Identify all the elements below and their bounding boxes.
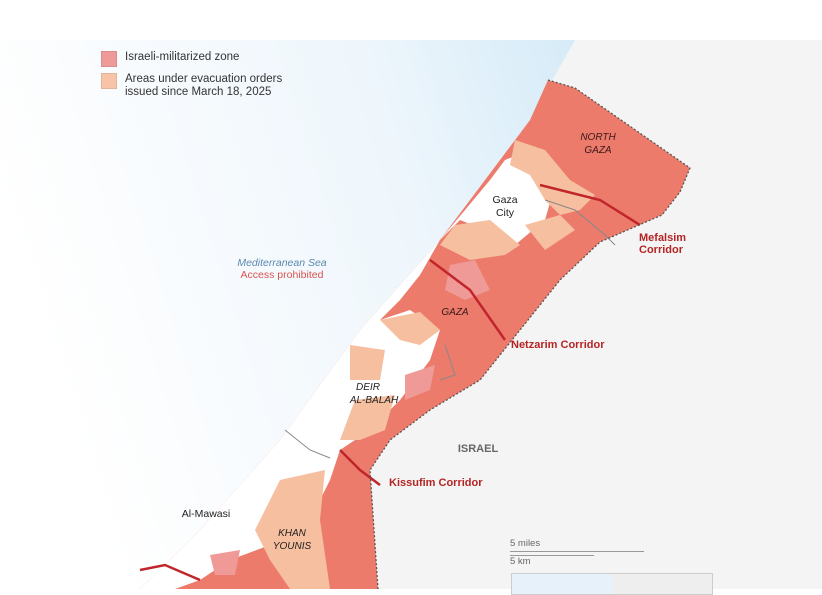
mefalsim-corridor-label: Mefalsim Corridor	[639, 232, 686, 256]
militarized-light	[210, 260, 490, 575]
kissufim-corridor-label: Kissufim Corridor	[389, 477, 483, 489]
corridor-lines	[139, 183, 641, 582]
place-gaza-city: Gaza City	[492, 194, 517, 219]
netzarim-corridor-line	[429, 259, 507, 341]
legend-label: Areas under evacuation orders issued sin…	[125, 73, 283, 98]
scale-km: 5 km	[510, 556, 531, 567]
region-deir-al-balah: DEIR AL-BALAH	[349, 382, 399, 406]
place-israel: ISRAEL	[458, 443, 499, 455]
region-gaza: GAZA	[441, 307, 469, 318]
mefalsim-corridor-line	[539, 183, 641, 227]
region-khan-younis: KHAN YOUNIS	[273, 528, 312, 552]
scale-bar: 5 miles 5 km	[510, 538, 644, 567]
roads	[284, 199, 616, 459]
evacuation-areas	[255, 140, 595, 589]
legend-swatch-militarized	[101, 51, 117, 67]
residual-area	[140, 150, 555, 589]
sea-note: Access prohibited	[241, 269, 324, 281]
place-al-mawasi: Al-Mawasi	[182, 508, 230, 520]
southern-corridor-line	[139, 563, 201, 582]
legend-item-militarized: Israeli-militarized zone	[101, 51, 310, 67]
legend-item-evacuation: Areas under evacuation orders issued sin…	[101, 73, 310, 99]
legend-label: Israeli-militarized zone	[125, 51, 240, 63]
sea-label: Mediterranean Sea	[237, 257, 326, 269]
kissufim-corridor-line	[339, 449, 381, 486]
border-line	[369, 79, 691, 589]
region-north-gaza: NORTH GAZA	[580, 132, 616, 156]
legend-swatch-evacuation	[101, 73, 117, 89]
scale-miles: 5 miles	[510, 538, 541, 549]
inset-map	[511, 573, 713, 595]
legend: Israeli-militarized zone Areas under eva…	[101, 51, 310, 105]
netzarim-corridor-label: Netzarim Corridor	[511, 339, 605, 351]
sea	[0, 40, 575, 589]
